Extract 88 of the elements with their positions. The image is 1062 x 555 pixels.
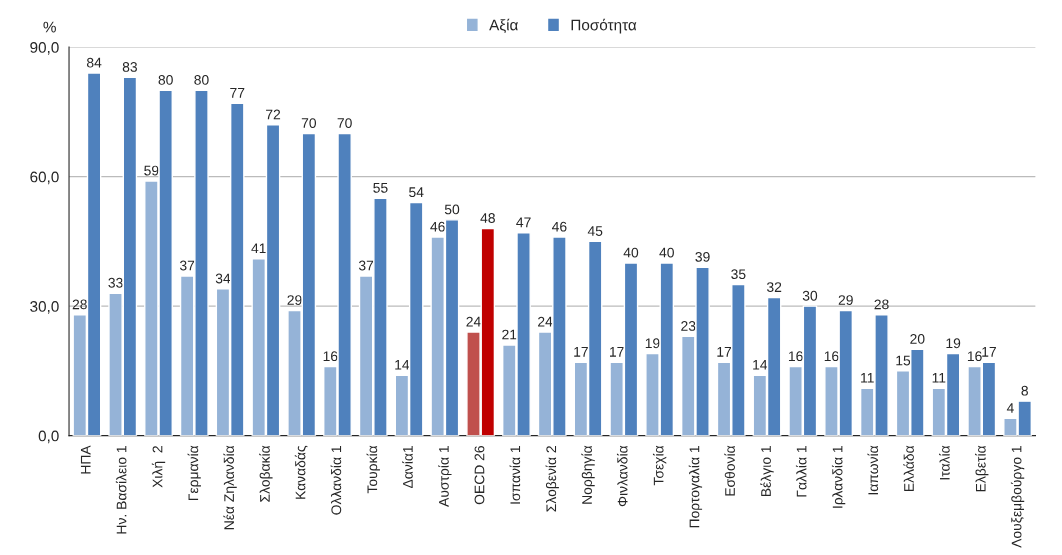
data-label: 23 <box>681 321 696 331</box>
data-label: 83 <box>122 62 137 72</box>
x-tick-label: Ισπανία 1 <box>509 446 521 504</box>
x-tick-label: Νέα Ζηλανδία <box>223 445 237 530</box>
legend-label: Ποσότητα <box>571 18 637 34</box>
data-label: 4 <box>1006 403 1014 413</box>
x-tick-label: Ιαπωνία <box>867 445 879 495</box>
data-label: 30 <box>802 290 818 301</box>
data-label: 40 <box>659 247 674 258</box>
x-tick-label: Ολλανδία 1 <box>330 446 342 515</box>
data-label: 16 <box>323 351 338 362</box>
x-tick-label: Ιρλανδία 1 <box>831 446 846 508</box>
data-label: 19 <box>645 338 660 349</box>
data-label: 29 <box>838 295 853 305</box>
x-tick-label: Πορτογαλία 1 <box>688 446 703 528</box>
y-tick-label: 90,0 <box>30 42 59 55</box>
data-label: 72 <box>266 109 281 120</box>
data-label: 35 <box>731 269 746 280</box>
x-tick-label: Ελβετία <box>975 445 989 492</box>
data-label: 14 <box>395 360 410 370</box>
data-label: 32 <box>766 282 782 293</box>
x-tick-label: Λουξεμβούργο 1 <box>1010 446 1025 548</box>
data-label: 8 <box>1021 385 1028 396</box>
data-label: 17 <box>574 347 588 357</box>
data-label: 37 <box>179 260 195 271</box>
data-label: 21 <box>502 329 517 340</box>
data-label: 84 <box>86 57 102 68</box>
data-label: 50 <box>444 204 460 215</box>
data-label: 17 <box>982 347 996 357</box>
data-label: 47 <box>516 217 531 228</box>
legend-label: Αξία <box>489 18 518 33</box>
data-label: 17 <box>610 347 624 357</box>
x-tick-label: ΗΠΑ <box>80 445 91 474</box>
y-tick-label: 60,0 <box>30 171 59 185</box>
data-label: 24 <box>466 316 481 327</box>
x-tick-label: Γαλλία 1 <box>795 446 807 497</box>
data-label: 70 <box>337 118 352 128</box>
x-tick-label: Χιλή 2 <box>151 446 166 488</box>
data-label: 19 <box>946 338 961 349</box>
x-tick-label: Αυστρία 1 <box>438 446 452 507</box>
x-tick-label: Ελλάδα <box>903 445 914 491</box>
data-label: 80 <box>194 74 209 85</box>
data-label: 11 <box>932 372 946 383</box>
x-tick-label: Τσεχία <box>652 445 667 486</box>
x-tick-label: OECD 26 <box>474 446 485 505</box>
x-tick-label: Σλοβακία <box>259 445 273 502</box>
x-tick-label: Σλοβενία 2 <box>545 446 559 512</box>
data-label: 20 <box>910 333 925 344</box>
x-tick-label: Τουρκία <box>366 445 380 494</box>
data-label: 17 <box>717 347 732 357</box>
x-tick-label: Νορβηγία <box>581 445 595 504</box>
data-label: 46 <box>551 221 567 232</box>
x-tick-label: Ιταλία <box>939 445 950 480</box>
data-label: 11 <box>861 372 874 383</box>
data-label: 80 <box>158 74 173 85</box>
y-tick-label: 30,0 <box>30 301 59 314</box>
data-label: 55 <box>373 183 388 193</box>
data-label: 28 <box>874 299 889 310</box>
data-label: 28 <box>72 299 87 310</box>
data-label: 48 <box>480 213 495 223</box>
data-label: 15 <box>896 355 911 366</box>
x-tick-label: Γερμανία <box>187 445 201 501</box>
x-tick-label: Φινλανδία <box>616 445 628 507</box>
data-label: 77 <box>230 88 245 98</box>
x-tick-label: Ην. Βασίλειο 1 <box>115 446 127 534</box>
data-label: 16 <box>967 351 982 362</box>
data-label: 45 <box>587 226 603 236</box>
data-label: 40 <box>623 247 639 258</box>
data-label: 33 <box>108 277 123 288</box>
data-label: 24 <box>538 316 553 327</box>
x-tick-label: Καναδάς <box>294 445 308 499</box>
data-label: 14 <box>753 360 768 370</box>
data-label: 39 <box>695 251 710 262</box>
data-label: 16 <box>824 351 839 362</box>
data-label: 46 <box>430 221 445 232</box>
data-label: 59 <box>144 165 159 176</box>
data-label: 54 <box>409 187 424 198</box>
data-label: 70 <box>301 118 317 128</box>
y-axis-title: % <box>43 21 56 33</box>
x-tick-label: Δανία1 <box>402 446 413 489</box>
data-label: 29 <box>287 295 302 305</box>
data-label: 16 <box>788 351 803 362</box>
y-tick-label: 0,0 <box>38 430 59 444</box>
data-label: 37 <box>358 260 374 271</box>
x-tick-label: Βέλγιο 1 <box>760 446 774 496</box>
data-label: 34 <box>215 273 231 284</box>
x-tick-label: Εσθονία <box>724 445 735 496</box>
data-label: 41 <box>251 243 266 254</box>
